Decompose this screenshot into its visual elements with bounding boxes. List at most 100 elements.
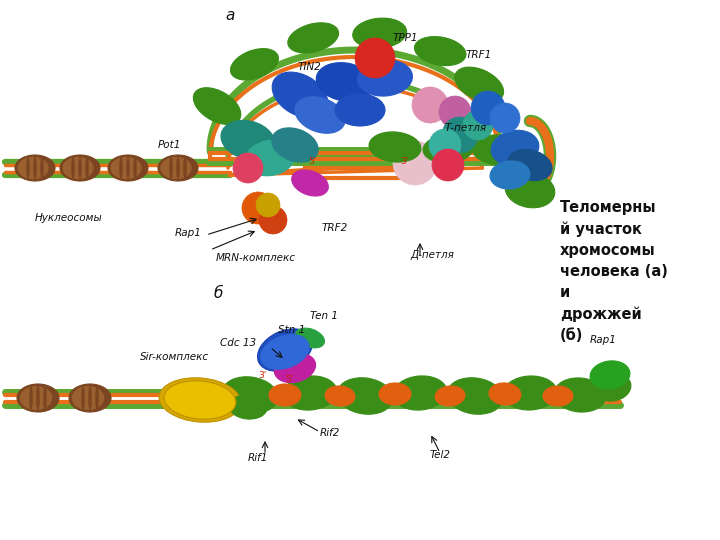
- Ellipse shape: [271, 128, 318, 162]
- Ellipse shape: [447, 378, 503, 414]
- Ellipse shape: [554, 378, 606, 412]
- Ellipse shape: [63, 157, 93, 179]
- Ellipse shape: [272, 72, 328, 118]
- Ellipse shape: [455, 67, 503, 102]
- Ellipse shape: [463, 110, 493, 140]
- Ellipse shape: [40, 157, 43, 179]
- Ellipse shape: [27, 157, 30, 179]
- Ellipse shape: [423, 135, 473, 163]
- Ellipse shape: [412, 87, 448, 123]
- Ellipse shape: [415, 37, 466, 65]
- Ellipse shape: [296, 328, 325, 348]
- Ellipse shape: [369, 132, 421, 162]
- Text: Tel2: Tel2: [430, 450, 451, 460]
- Text: 3': 3': [400, 158, 408, 166]
- Ellipse shape: [108, 155, 148, 181]
- Text: TRF1: TRF1: [466, 50, 492, 60]
- Ellipse shape: [593, 373, 631, 401]
- Ellipse shape: [259, 206, 287, 234]
- Ellipse shape: [233, 153, 263, 183]
- Ellipse shape: [15, 155, 55, 181]
- Ellipse shape: [490, 103, 520, 133]
- Ellipse shape: [283, 376, 337, 410]
- Ellipse shape: [439, 96, 471, 128]
- Ellipse shape: [71, 157, 74, 179]
- Ellipse shape: [164, 381, 236, 419]
- Ellipse shape: [194, 87, 240, 125]
- Ellipse shape: [37, 386, 40, 410]
- Ellipse shape: [169, 157, 173, 179]
- Ellipse shape: [435, 386, 465, 406]
- Ellipse shape: [508, 150, 552, 180]
- Ellipse shape: [159, 378, 241, 422]
- Text: Теломерны
й участок
хромосомы
человека (а)
и
дрожжей
(б): Теломерны й участок хромосомы человека (…: [560, 200, 668, 342]
- Ellipse shape: [261, 335, 309, 369]
- Ellipse shape: [30, 386, 32, 410]
- Ellipse shape: [489, 383, 521, 405]
- Ellipse shape: [246, 140, 294, 176]
- Text: Pot1: Pot1: [158, 140, 181, 150]
- Text: 5': 5': [308, 158, 316, 166]
- Ellipse shape: [335, 94, 385, 126]
- Text: Нуклеосомы: Нуклеосомы: [35, 213, 103, 223]
- Ellipse shape: [256, 193, 280, 217]
- Ellipse shape: [472, 135, 524, 165]
- Ellipse shape: [393, 376, 447, 410]
- Ellipse shape: [490, 161, 530, 189]
- Text: а: а: [225, 9, 235, 24]
- Text: Rap1: Rap1: [175, 228, 202, 238]
- Ellipse shape: [111, 157, 141, 179]
- Text: 3': 3': [258, 370, 266, 380]
- Ellipse shape: [337, 378, 393, 414]
- Ellipse shape: [89, 386, 91, 410]
- Ellipse shape: [133, 157, 137, 179]
- Text: б: б: [213, 287, 222, 301]
- Text: Ten 1: Ten 1: [310, 311, 338, 321]
- Ellipse shape: [503, 376, 557, 410]
- Ellipse shape: [355, 38, 395, 78]
- Ellipse shape: [69, 384, 111, 412]
- Ellipse shape: [176, 157, 179, 179]
- Ellipse shape: [295, 97, 345, 133]
- Text: Т-петля: Т-петля: [445, 123, 487, 133]
- Text: Sir-комплекс: Sir-комплекс: [140, 352, 209, 362]
- Text: Stn 1: Stn 1: [278, 325, 305, 335]
- Ellipse shape: [590, 361, 630, 389]
- Ellipse shape: [81, 386, 84, 410]
- Ellipse shape: [242, 192, 274, 224]
- Ellipse shape: [158, 155, 198, 181]
- Text: TRF2: TRF2: [322, 223, 348, 233]
- Ellipse shape: [86, 157, 89, 179]
- Ellipse shape: [358, 60, 413, 96]
- Ellipse shape: [72, 387, 104, 409]
- Ellipse shape: [18, 157, 48, 179]
- Ellipse shape: [17, 384, 59, 412]
- Ellipse shape: [543, 386, 573, 406]
- Text: Cdc 13: Cdc 13: [220, 338, 256, 348]
- Ellipse shape: [222, 377, 278, 413]
- Text: MRN-комплекс: MRN-комплекс: [216, 253, 296, 263]
- Text: 5': 5': [285, 375, 293, 384]
- Ellipse shape: [230, 49, 279, 80]
- Ellipse shape: [20, 387, 52, 409]
- Ellipse shape: [78, 157, 81, 179]
- Ellipse shape: [221, 120, 275, 160]
- Text: TPP1: TPP1: [393, 33, 418, 43]
- Text: Д-петля: Д-петля: [410, 250, 454, 260]
- Ellipse shape: [127, 157, 130, 179]
- Ellipse shape: [379, 383, 411, 405]
- Ellipse shape: [34, 157, 37, 179]
- Ellipse shape: [353, 18, 407, 49]
- Text: Rap1: Rap1: [590, 335, 617, 345]
- Ellipse shape: [229, 395, 267, 419]
- Ellipse shape: [429, 129, 461, 161]
- Ellipse shape: [393, 141, 437, 185]
- Ellipse shape: [325, 386, 355, 406]
- Ellipse shape: [184, 157, 186, 179]
- Ellipse shape: [161, 157, 191, 179]
- Ellipse shape: [269, 384, 301, 406]
- Ellipse shape: [292, 170, 328, 196]
- Ellipse shape: [96, 386, 99, 410]
- Text: Rif1: Rif1: [248, 453, 269, 463]
- Ellipse shape: [60, 155, 100, 181]
